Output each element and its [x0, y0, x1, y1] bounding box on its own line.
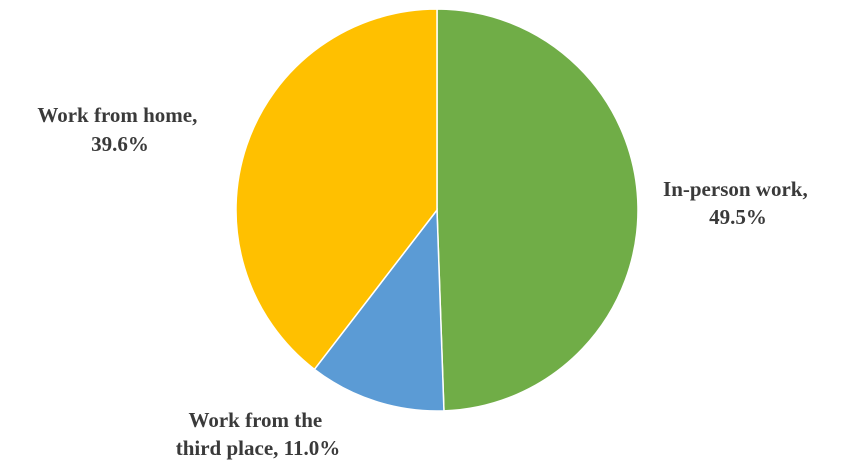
- pie-slices: [235, 8, 639, 412]
- label-in-person-work: In-person work, 49.5%: [663, 177, 813, 229]
- label-work-from-third-place: Work from the third place, 11.0%: [176, 408, 341, 460]
- slice-work-from-the-third-place: [313, 207, 445, 412]
- label-work-from-home: Work from home, 39.6%: [37, 103, 202, 156]
- pie-labels: In-person work, 49.5% Work from the thir…: [37, 103, 813, 460]
- slice-work-from-home: [235, 8, 438, 371]
- slice-in-person-work: [436, 8, 639, 412]
